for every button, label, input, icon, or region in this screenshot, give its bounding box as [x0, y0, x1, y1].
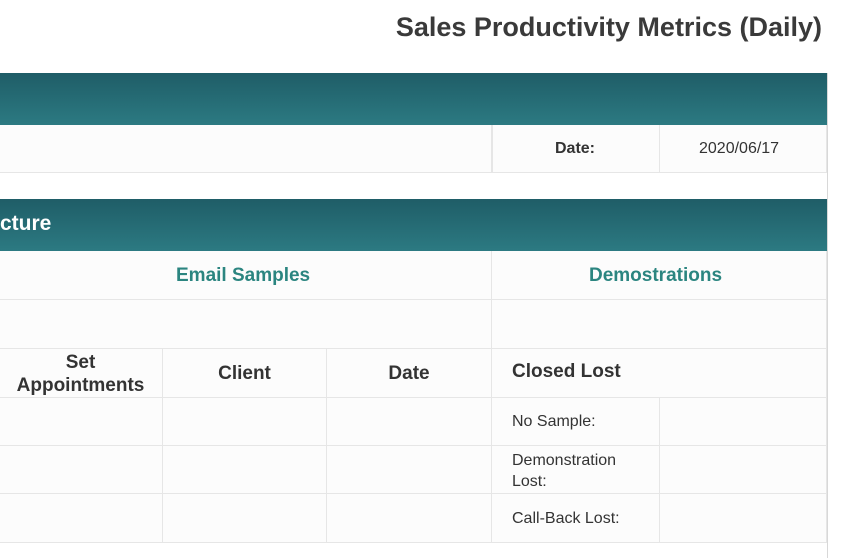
demonstrations-title: Demostrations: [589, 265, 723, 286]
blank-row-right[interactable]: [492, 300, 827, 349]
demonstration-lost-label-cell: Demonstration Lost:: [492, 446, 660, 494]
email-samples-title: Email Samples: [176, 265, 311, 286]
date-header: Date: [327, 349, 492, 398]
table-row-2-date[interactable]: [327, 446, 492, 494]
closed-lost-label: Closed Lost: [512, 361, 621, 382]
client-label: Client: [218, 363, 271, 384]
blank-row-left[interactable]: [0, 300, 492, 349]
date-label-cell: Date:: [492, 125, 660, 173]
date-value-cell[interactable]: 2020/06/17: [660, 125, 827, 173]
closed-lost-header: Closed Lost: [492, 349, 827, 398]
page-title: Sales Productivity Metrics (Daily): [395, 12, 822, 42]
date-label: Date:: [555, 140, 596, 157]
table-row-3-appointments[interactable]: [0, 494, 163, 543]
table-row-1-date[interactable]: [327, 398, 492, 446]
no-sample-label: No Sample:: [512, 413, 596, 430]
demonstration-lost-label: Demonstration Lost:: [512, 452, 617, 490]
call-back-lost-label: Call-Back Lost:: [512, 510, 620, 527]
table-row-2-client[interactable]: [163, 446, 327, 494]
table-row-1-client[interactable]: [163, 398, 327, 446]
date-column-label: Date: [388, 363, 430, 384]
demonstrations-header: Demostrations: [492, 251, 827, 300]
header-band: [0, 73, 827, 125]
table-row-1-appointments[interactable]: [0, 398, 163, 446]
no-sample-value[interactable]: [660, 398, 827, 446]
table-row-3-client[interactable]: [163, 494, 327, 543]
set-appointments-header: Set Appointments: [0, 349, 163, 398]
email-samples-header: Email Samples: [0, 251, 492, 300]
call-back-lost-label-cell: Call-Back Lost:: [492, 494, 660, 543]
demonstration-lost-value[interactable]: [660, 446, 827, 494]
no-sample-label-cell: No Sample:: [492, 398, 660, 446]
call-back-lost-value[interactable]: [660, 494, 827, 543]
table-row-3-date[interactable]: [327, 494, 492, 543]
client-header: Client: [163, 349, 327, 398]
section-title: cture: [0, 212, 52, 235]
set-appointments-label: Set Appointments: [16, 352, 145, 396]
table-row-2-appointments[interactable]: [0, 446, 163, 494]
date-value: 2020/06/17: [699, 140, 780, 157]
info-empty-cell: [0, 125, 492, 173]
table-right-border: [827, 73, 828, 558]
section-band: cture: [0, 199, 827, 251]
